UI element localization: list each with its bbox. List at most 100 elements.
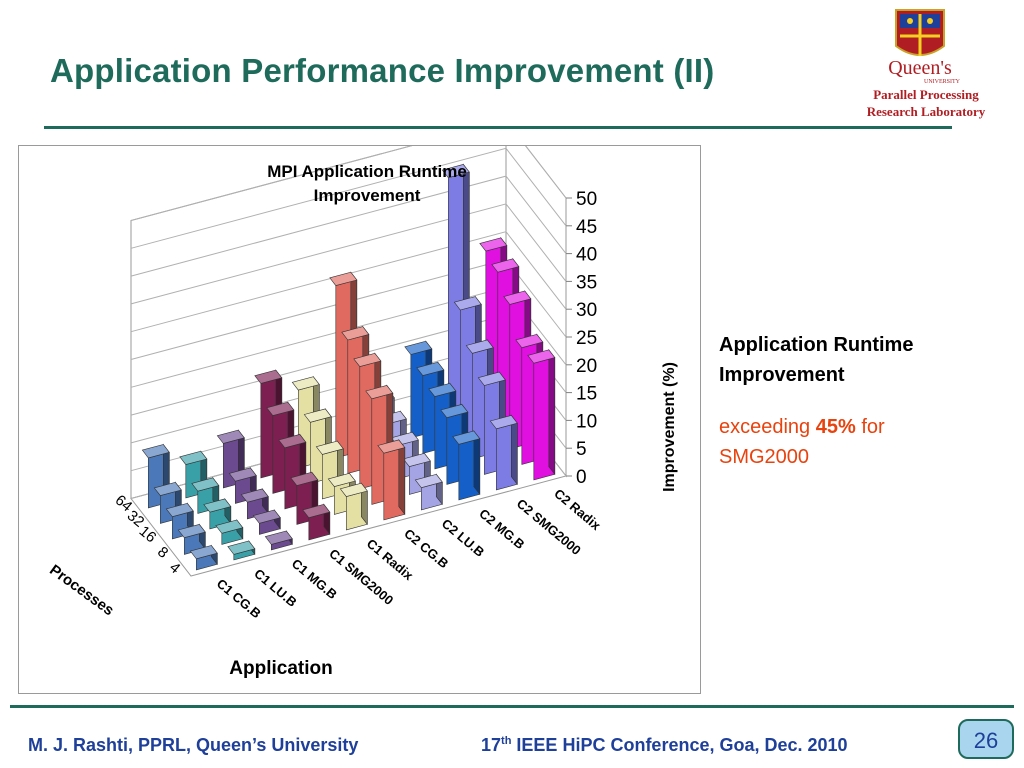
side-note-value: 45% <box>815 416 856 438</box>
y-tick-label: 25 <box>576 328 597 349</box>
y-tick-label: 50 <box>576 189 597 210</box>
y-tick-label: 40 <box>576 245 597 266</box>
bar-top-face <box>240 488 269 503</box>
bar-top-face <box>252 509 281 524</box>
bar-side-face <box>473 430 481 496</box>
bar-top-face <box>353 352 382 367</box>
y-tick-label: 20 <box>576 356 597 377</box>
bar-top-face <box>228 467 257 482</box>
bar-c1-cg-b-p4 <box>189 544 218 571</box>
bar-top-face <box>428 382 457 397</box>
bar-top-face <box>303 408 332 423</box>
queens-university-logo: Queen's UNIVERSITY <box>888 9 961 85</box>
footer-conf-sup: th <box>501 735 512 747</box>
bar-top-face <box>416 361 445 376</box>
side-note: Application Runtime Improvement exceedin… <box>719 330 1009 472</box>
bar-c1-mg-b-p8 <box>252 509 281 535</box>
bar-top-face <box>291 376 320 391</box>
bar-top-face <box>141 444 170 459</box>
side-note-pre: exceeding <box>719 416 816 438</box>
bar-top-face <box>203 498 232 513</box>
bar-top-face <box>377 439 406 454</box>
bar-c2-radix-p4 <box>527 348 556 481</box>
bar-top-face <box>266 401 295 416</box>
bar-top-face <box>290 471 319 486</box>
bar-top-face <box>503 290 532 305</box>
bar-top-face <box>315 440 344 455</box>
process-count-label: 4 <box>166 559 183 577</box>
bar-c2-smg2000-p4 <box>489 414 518 491</box>
bar-top-face <box>453 296 482 311</box>
x-axis-label: Application <box>229 658 332 679</box>
bar-c1-lu-b-p4 <box>227 540 256 561</box>
bar-top-face <box>489 415 518 430</box>
bar-top-face <box>215 519 244 534</box>
y-tick-label: 5 <box>576 439 587 460</box>
bar-top-face <box>329 271 358 286</box>
category-label: C1 LU.B <box>251 566 299 610</box>
y-tick-label: 10 <box>576 411 597 432</box>
title-underline <box>44 126 952 129</box>
bar-top-face <box>465 339 494 354</box>
bar-side-face <box>510 414 518 486</box>
lab-line-2: Research Laboratory <box>866 104 986 119</box>
bar-c2-lu-b-p4 <box>414 473 443 511</box>
gridline <box>130 175 567 277</box>
gridline <box>130 146 567 221</box>
bar-c1-mg-b-p4 <box>264 530 293 551</box>
y-tick-label: 30 <box>576 300 597 321</box>
bar-top-face <box>515 333 544 349</box>
depth-axis-label: Processes <box>46 561 117 619</box>
bar-top-face <box>441 164 470 179</box>
bar-top-face <box>216 429 245 444</box>
category-label: C2 LU.B <box>439 516 487 560</box>
bar-top-face <box>341 326 370 341</box>
bar-side-face <box>398 439 406 516</box>
gridline <box>130 203 567 305</box>
bar-c1-radix-p4 <box>339 482 368 531</box>
bar-top-face <box>402 452 431 467</box>
bar-top-face <box>479 237 508 252</box>
side-highlight: exceeding 45% for SMG2000 <box>719 412 1009 472</box>
side-heading: Application Runtime Improvement <box>719 330 1009 390</box>
bar-top-face <box>365 385 394 400</box>
logo-name: Queen's <box>888 57 952 79</box>
y-tick-label: 15 <box>576 384 597 405</box>
lab-line-1: Parallel Processing <box>873 87 979 102</box>
footer-conf-rest: IEEE HiPC Conference, Goa, Dec. 2010 <box>511 735 848 755</box>
footer-rule <box>10 705 1014 708</box>
y-tick-label: 45 <box>576 217 597 238</box>
bar-side-face <box>548 348 556 476</box>
side-note-post: for <box>855 416 885 438</box>
footer-conf-num: 17 <box>481 735 502 755</box>
chart-frame: 0 5 10 15 20 25 30 35 40 45 50 C1 CG.B C1 LU.B C1 MG.… <box>18 145 701 694</box>
bar-c1-smg2000-p4 <box>302 503 331 541</box>
bar-top-face <box>153 481 182 496</box>
side-heading-line-1: Application Runtime <box>719 334 914 356</box>
bar-top-face <box>327 472 356 487</box>
page-number: 26 <box>958 719 1014 759</box>
logo-subtitle: UNIVERSITY <box>924 79 961 85</box>
gridline <box>130 231 567 333</box>
lab-name: Parallel Processing Research Laboratory <box>856 86 996 120</box>
bar-c2-cg-b-p4 <box>377 439 406 521</box>
slide-title: Application Performance Improvement (II) <box>50 52 715 89</box>
side-heading-line-2: Improvement <box>719 364 845 386</box>
bar-top-face <box>339 482 368 497</box>
bar-top-face <box>177 524 206 539</box>
bar-c1-lu-b-p32 <box>191 476 220 514</box>
chart-bars <box>141 163 556 571</box>
y-tick-label: 0 <box>576 467 587 488</box>
bar-top-face <box>264 530 293 545</box>
footer-conference: 17th IEEE HiPC Conference, Goa, Dec. 201… <box>481 735 848 756</box>
bar-top-face <box>191 477 220 492</box>
gridline <box>130 147 567 249</box>
crest-icon <box>895 9 945 56</box>
y-tick-label: 35 <box>576 272 597 293</box>
bar-top-face <box>165 502 194 518</box>
bar-top-face <box>527 349 556 364</box>
bar-top-face <box>414 473 443 489</box>
chart-title-line-2: Improvement <box>314 186 421 205</box>
bar-c2-mg-b-p4 <box>452 430 481 501</box>
